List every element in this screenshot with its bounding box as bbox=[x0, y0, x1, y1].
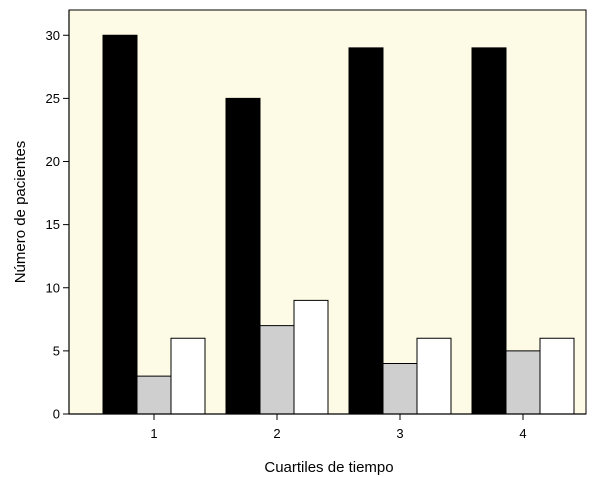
bar-series3-cat2 bbox=[293, 299, 329, 415]
y-tick-label: 5 bbox=[53, 343, 60, 358]
bar-series1-cat4 bbox=[471, 47, 507, 415]
bar-series1-cat1 bbox=[102, 34, 138, 415]
y-tick-label: 15 bbox=[46, 217, 60, 232]
x-tick-label: 3 bbox=[396, 426, 403, 441]
y-tick-label: 10 bbox=[46, 280, 60, 295]
y-axis-title: Número de pacientes bbox=[12, 141, 29, 284]
x-tick-label: 1 bbox=[150, 426, 157, 441]
y-tick-label: 30 bbox=[46, 28, 60, 43]
bar-series2-cat2 bbox=[259, 325, 295, 415]
bar-series2-cat1 bbox=[136, 375, 172, 415]
y-tick-label: 0 bbox=[53, 407, 60, 422]
bar-series2-cat4 bbox=[505, 350, 541, 415]
x-ticks-group: 1 2 3 4 bbox=[150, 414, 527, 441]
bar-series3-cat3 bbox=[416, 337, 452, 415]
y-ticks-group: 0 5 10 15 20 25 30 bbox=[46, 28, 69, 422]
y-tick-label: 25 bbox=[46, 91, 60, 106]
y-tick-label: 20 bbox=[46, 154, 60, 169]
x-tick-label: 4 bbox=[519, 426, 526, 441]
bar-series3-cat4 bbox=[539, 337, 575, 415]
bar-series1-cat2 bbox=[225, 97, 261, 415]
bar-series3-cat1 bbox=[170, 337, 206, 415]
x-tick-label: 2 bbox=[273, 426, 280, 441]
bars-group bbox=[102, 34, 575, 415]
x-axis-title: Cuartiles de tiempo bbox=[264, 459, 393, 476]
bar-series1-cat3 bbox=[348, 47, 384, 415]
bar-series2-cat3 bbox=[382, 363, 418, 415]
